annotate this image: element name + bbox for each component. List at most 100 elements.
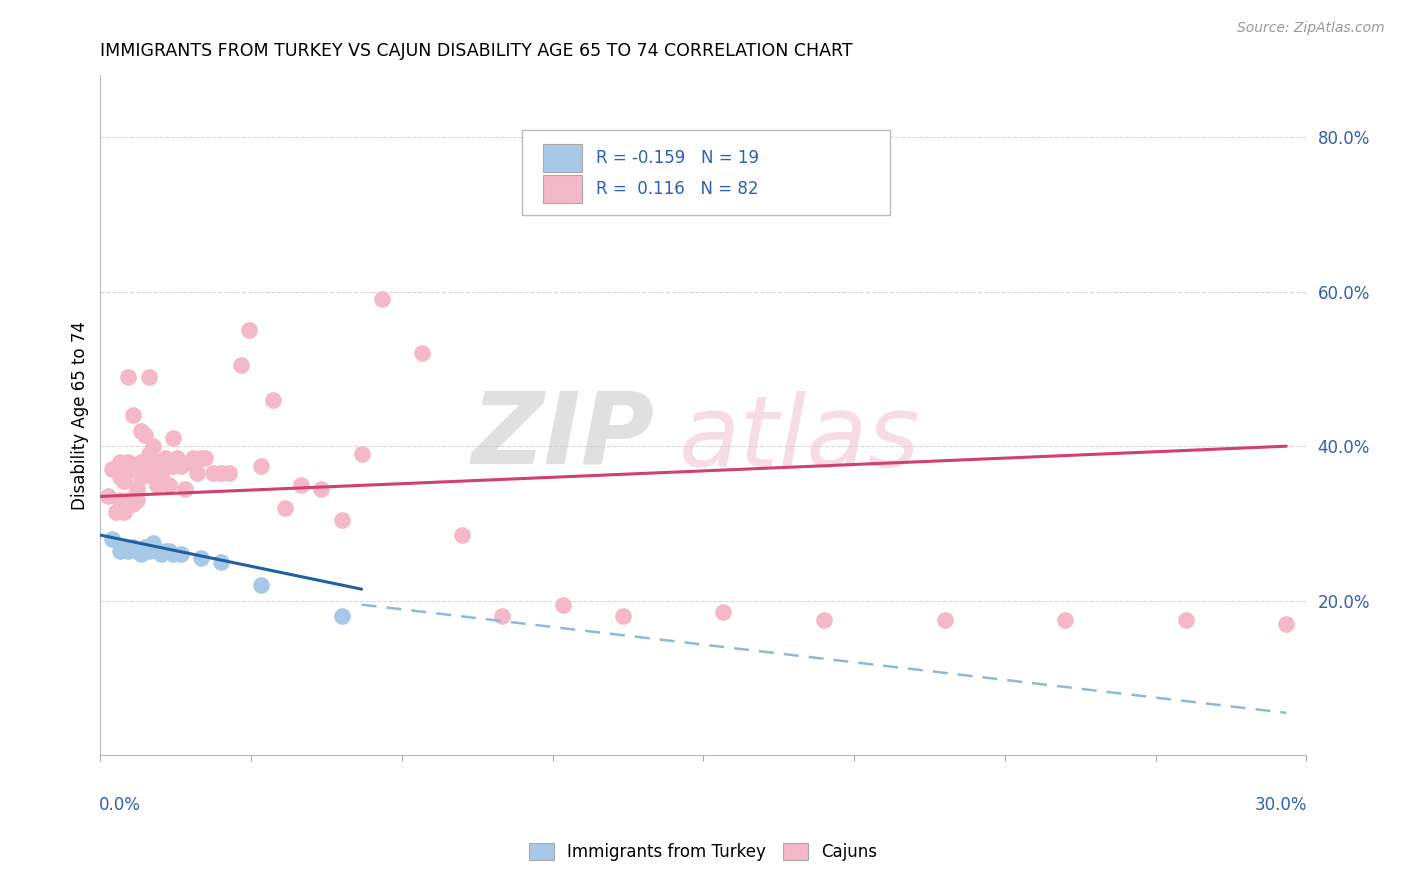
Point (157, 478, 180, 492)
Point (114, 540, 136, 554)
Point (330, 513, 353, 527)
Point (121, 409, 143, 423)
Point (142, 536, 165, 550)
Point (101, 462, 124, 476)
Point (153, 450, 176, 465)
Point (101, 532, 124, 546)
Bar (543, 175, 582, 203)
Point (411, 346, 433, 360)
Point (274, 501, 297, 516)
Point (134, 427, 156, 442)
Text: IMMIGRANTS FROM TURKEY VS CAJUN DISABILITY AGE 65 TO 74 CORRELATION CHART: IMMIGRANTS FROM TURKEY VS CAJUN DISABILI… (100, 42, 853, 60)
Point (145, 543, 167, 558)
Point (612, 609, 634, 624)
Point (145, 478, 167, 492)
Point (97, 490, 120, 504)
Point (129, 424, 152, 438)
Point (125, 493, 148, 508)
Point (451, 528, 474, 542)
Point (105, 505, 128, 519)
Point (121, 462, 143, 476)
Point (162, 548, 184, 562)
Point (250, 578, 273, 592)
Point (110, 470, 132, 484)
Point (181, 450, 204, 465)
Point (713, 606, 735, 620)
Point (162, 458, 184, 473)
Point (194, 450, 217, 465)
Point (125, 482, 148, 496)
Point (209, 555, 232, 569)
Point (149, 470, 172, 484)
Text: 30.0%: 30.0% (1256, 797, 1308, 814)
Point (491, 609, 513, 624)
Point (114, 474, 136, 488)
Point (121, 540, 143, 554)
Point (350, 447, 373, 461)
Point (153, 543, 176, 558)
Point (129, 470, 152, 484)
FancyBboxPatch shape (523, 129, 890, 215)
Text: R = -0.159   N = 19: R = -0.159 N = 19 (596, 149, 759, 167)
Point (330, 609, 353, 624)
Point (149, 458, 172, 473)
Text: ZIP: ZIP (472, 387, 655, 484)
Point (129, 548, 152, 562)
Point (145, 455, 167, 469)
Point (551, 598, 574, 612)
Point (142, 470, 165, 484)
Point (1054, 613, 1077, 627)
Point (138, 447, 160, 461)
Point (218, 467, 240, 481)
Point (114, 474, 136, 488)
Point (149, 548, 172, 562)
Point (209, 467, 232, 481)
Point (117, 493, 139, 508)
Text: Source: ZipAtlas.com: Source: ZipAtlas.com (1237, 21, 1385, 35)
Point (311, 482, 333, 496)
Point (157, 458, 180, 473)
Point (170, 458, 193, 473)
Text: atlas: atlas (679, 391, 921, 488)
Text: R =  0.116   N = 82: R = 0.116 N = 82 (596, 180, 758, 198)
Bar (543, 144, 582, 172)
Point (125, 543, 148, 558)
Point (186, 467, 208, 481)
Point (162, 432, 184, 446)
Point (1174, 613, 1197, 627)
Point (190, 450, 212, 465)
Point (138, 455, 160, 469)
Point (290, 478, 312, 492)
Point (201, 467, 224, 481)
Point (121, 497, 143, 511)
Point (134, 540, 156, 554)
Point (142, 439, 165, 453)
Point (813, 613, 835, 627)
Point (170, 548, 193, 562)
Point (105, 462, 128, 476)
Point (238, 323, 260, 337)
Point (117, 369, 139, 384)
Point (110, 455, 132, 469)
Point (153, 455, 176, 469)
Point (371, 293, 394, 307)
Point (166, 450, 188, 465)
Point (129, 455, 152, 469)
Point (114, 505, 136, 519)
Point (138, 543, 160, 558)
Point (117, 543, 139, 558)
Y-axis label: Disability Age 65 to 74: Disability Age 65 to 74 (72, 321, 89, 509)
Point (110, 543, 132, 558)
Point (229, 358, 252, 372)
Point (177, 455, 200, 469)
Point (134, 467, 156, 481)
Point (262, 392, 284, 407)
Point (117, 455, 139, 469)
Point (934, 613, 956, 627)
Text: 0.0%: 0.0% (100, 797, 141, 814)
Point (173, 482, 195, 496)
Point (157, 543, 180, 558)
Point (110, 493, 132, 508)
Point (117, 458, 139, 473)
Point (190, 551, 212, 566)
